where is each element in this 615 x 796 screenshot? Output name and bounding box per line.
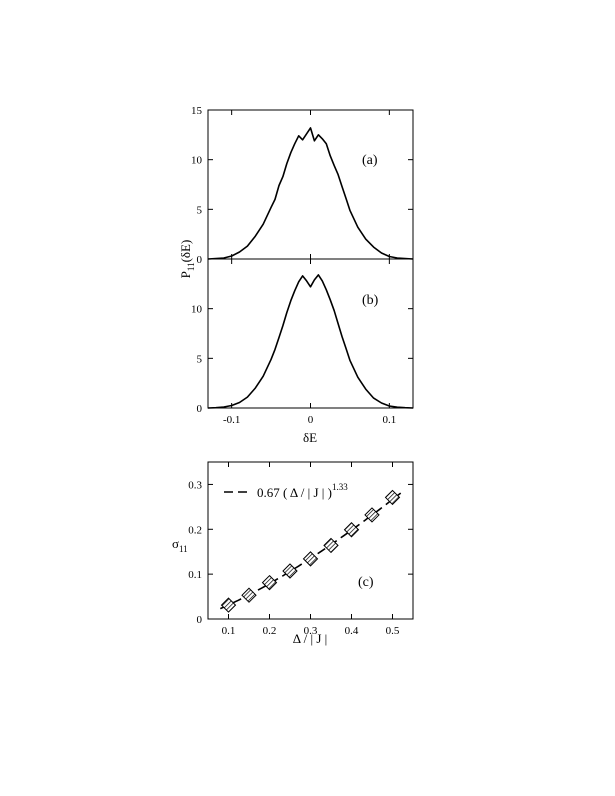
panel-c-xtick-label: 0.1 <box>222 625 236 637</box>
panel-b-frame <box>207 258 414 409</box>
panel-c-data-point <box>384 489 401 506</box>
panel-c-xtick-label: 0.3 <box>304 625 318 637</box>
panel-c-xlabel: Δ / | J | <box>293 631 328 646</box>
panel-c-ylabel: σ11 <box>172 536 188 554</box>
panel-ab-ylabel-main: P <box>178 271 193 278</box>
panel-ab-ylabel: P11(δE) <box>178 240 196 279</box>
panel-c-xtick-label: 0.2 <box>263 625 277 637</box>
panel-c-ytick-label: 0.1 <box>188 569 202 581</box>
panel-a: 0 5 10 15 (a) <box>191 105 414 266</box>
panel-b-ytick-label: 10 <box>191 304 203 316</box>
panel-b-xtick-label: 0.1 <box>382 414 396 426</box>
panel-a-ytick-label: 0 <box>197 254 203 266</box>
panel-ab-ylabel-rest: (δE) <box>178 240 193 263</box>
panel-c-data-point <box>323 537 339 554</box>
panel-c-markers <box>220 489 401 613</box>
panel-c-xtick-label: 0.4 <box>345 625 359 637</box>
panel-c-legend-exponent: 1.33 <box>332 482 348 492</box>
panel-c-legend: 0.67 ( Δ / | J | )1.33 <box>224 482 348 500</box>
panel-a-frame <box>207 109 414 260</box>
panel-c-ticks: 0 0.1 0.2 0.3 0.1 0.2 0.3 0.4 0.5 <box>188 462 413 637</box>
panel-ab-ylabel-sub: 11 <box>186 262 196 271</box>
panel-b-ytick-label: 0 <box>197 403 203 415</box>
panel-c-ylabel-sub: 11 <box>179 544 188 554</box>
panel-a-curve <box>207 127 414 260</box>
panel-b-xlabel: δE <box>303 430 317 445</box>
panel-c-ytick-label: 0 <box>197 614 203 626</box>
panel-b: 0 5 10 -0.1 0 0.1 (b) δE <box>191 258 414 445</box>
panel-c-ytick-label: 0.2 <box>188 524 202 536</box>
panel-c-data-point <box>302 551 319 567</box>
panel-c-data-point <box>241 587 257 603</box>
panel-b-label: (b) <box>362 293 379 308</box>
panel-b-ticks: 0 5 10 -0.1 0 0.1 <box>191 259 413 426</box>
panel-a-ticks: 0 5 10 15 <box>191 105 413 266</box>
panel-c-data-point <box>261 574 278 591</box>
panel-a-label: (a) <box>362 153 378 168</box>
panel-c-data-point <box>220 597 237 613</box>
panel-c: 00.10.20.30.1 0.2 0.3 0.4 0.5 (c) Δ / | J | … <box>172 461 414 646</box>
panel-b-xtick-label: 0 <box>308 414 314 426</box>
panel-c-ytick-label: 0.3 <box>188 479 202 491</box>
panel-c-label: (c) <box>358 575 374 590</box>
panel-b-xtick-label: -0.1 <box>223 414 240 426</box>
panel-c-ylabel-main: σ <box>172 536 179 551</box>
panel-b-ytick-label: 5 <box>197 353 203 365</box>
panel-c-legend-formula: 0.67 ( Δ / | J | ) <box>257 485 332 500</box>
panel-c-data-point <box>282 563 298 579</box>
panel-c-xtick-label: 0.5 <box>386 625 400 637</box>
panel-c-data-point <box>364 507 380 523</box>
panel-b-curve <box>207 274 414 409</box>
panel-a-ytick-label: 10 <box>191 155 203 167</box>
panel-c-legend-text: 0.67 ( Δ / | J | )1.33 <box>257 482 348 500</box>
panel-c-data-point <box>343 522 360 538</box>
panel-a-ytick-label: 15 <box>191 105 203 117</box>
panel-a-ytick-label: 5 <box>197 204 203 216</box>
